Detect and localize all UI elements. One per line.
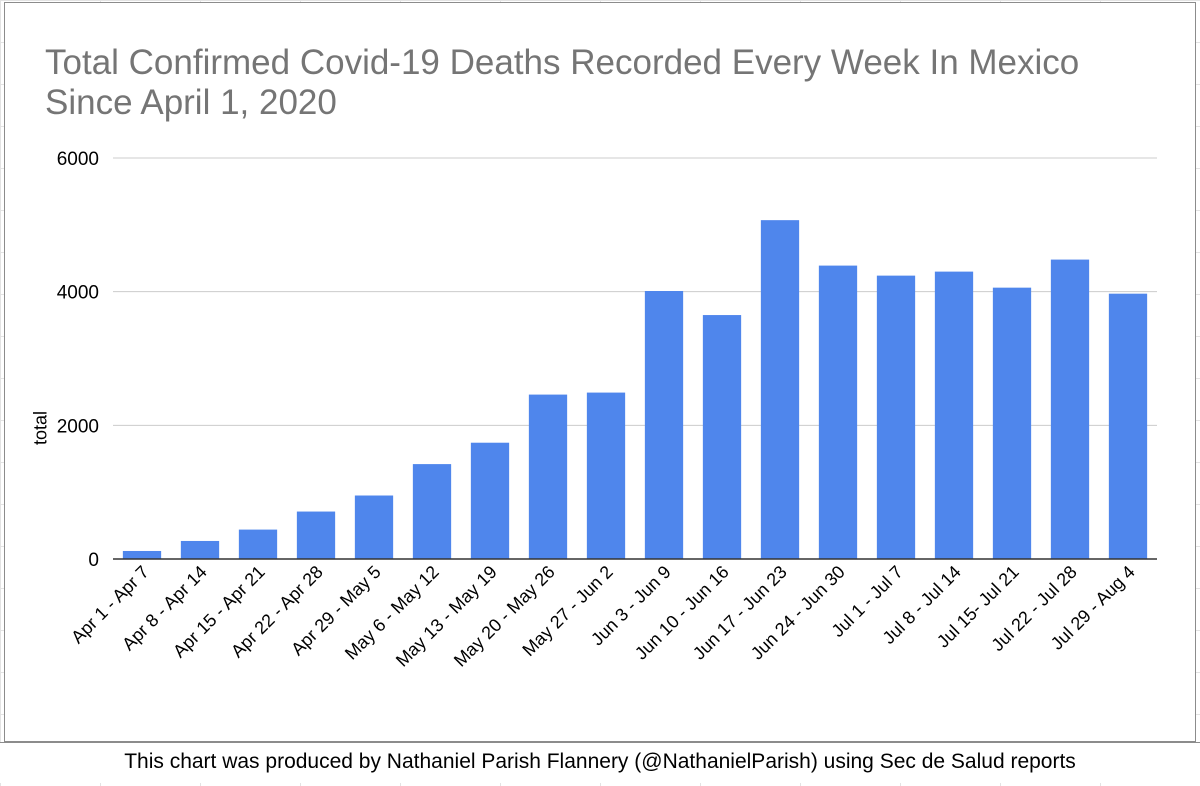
- bar: [180, 540, 220, 559]
- bar: [760, 220, 800, 559]
- bar: [818, 265, 858, 559]
- chart-credit-caption: This chart was produced by Nathaniel Par…: [0, 742, 1200, 783]
- bar: [992, 287, 1032, 559]
- y-tick-label: 4000: [57, 283, 99, 304]
- bar: [1050, 259, 1090, 559]
- bar: [354, 495, 394, 559]
- x-tick-label: May 13 - May 19: [392, 562, 501, 671]
- bar: [702, 315, 742, 559]
- bar: [644, 290, 684, 559]
- bar: [412, 464, 452, 559]
- bar: [238, 529, 278, 559]
- bar: [528, 394, 568, 559]
- y-tick-label: 2000: [57, 416, 99, 437]
- chart-container[interactable]: Total Confirmed Covid-19 Deaths Recorded…: [4, 2, 1196, 742]
- x-tick-label: May 20 - May 26: [450, 562, 559, 671]
- chart-title: Total Confirmed Covid-19 Deaths Recorded…: [45, 43, 1080, 122]
- y-tick-label: 6000: [57, 149, 99, 170]
- bar: [296, 511, 336, 559]
- bar: [122, 550, 162, 559]
- bar: [876, 275, 916, 559]
- bar: [586, 392, 626, 559]
- y-tick-label: 0: [88, 550, 99, 571]
- bar: [470, 442, 510, 559]
- bar: [934, 271, 974, 559]
- bar: [1108, 293, 1148, 559]
